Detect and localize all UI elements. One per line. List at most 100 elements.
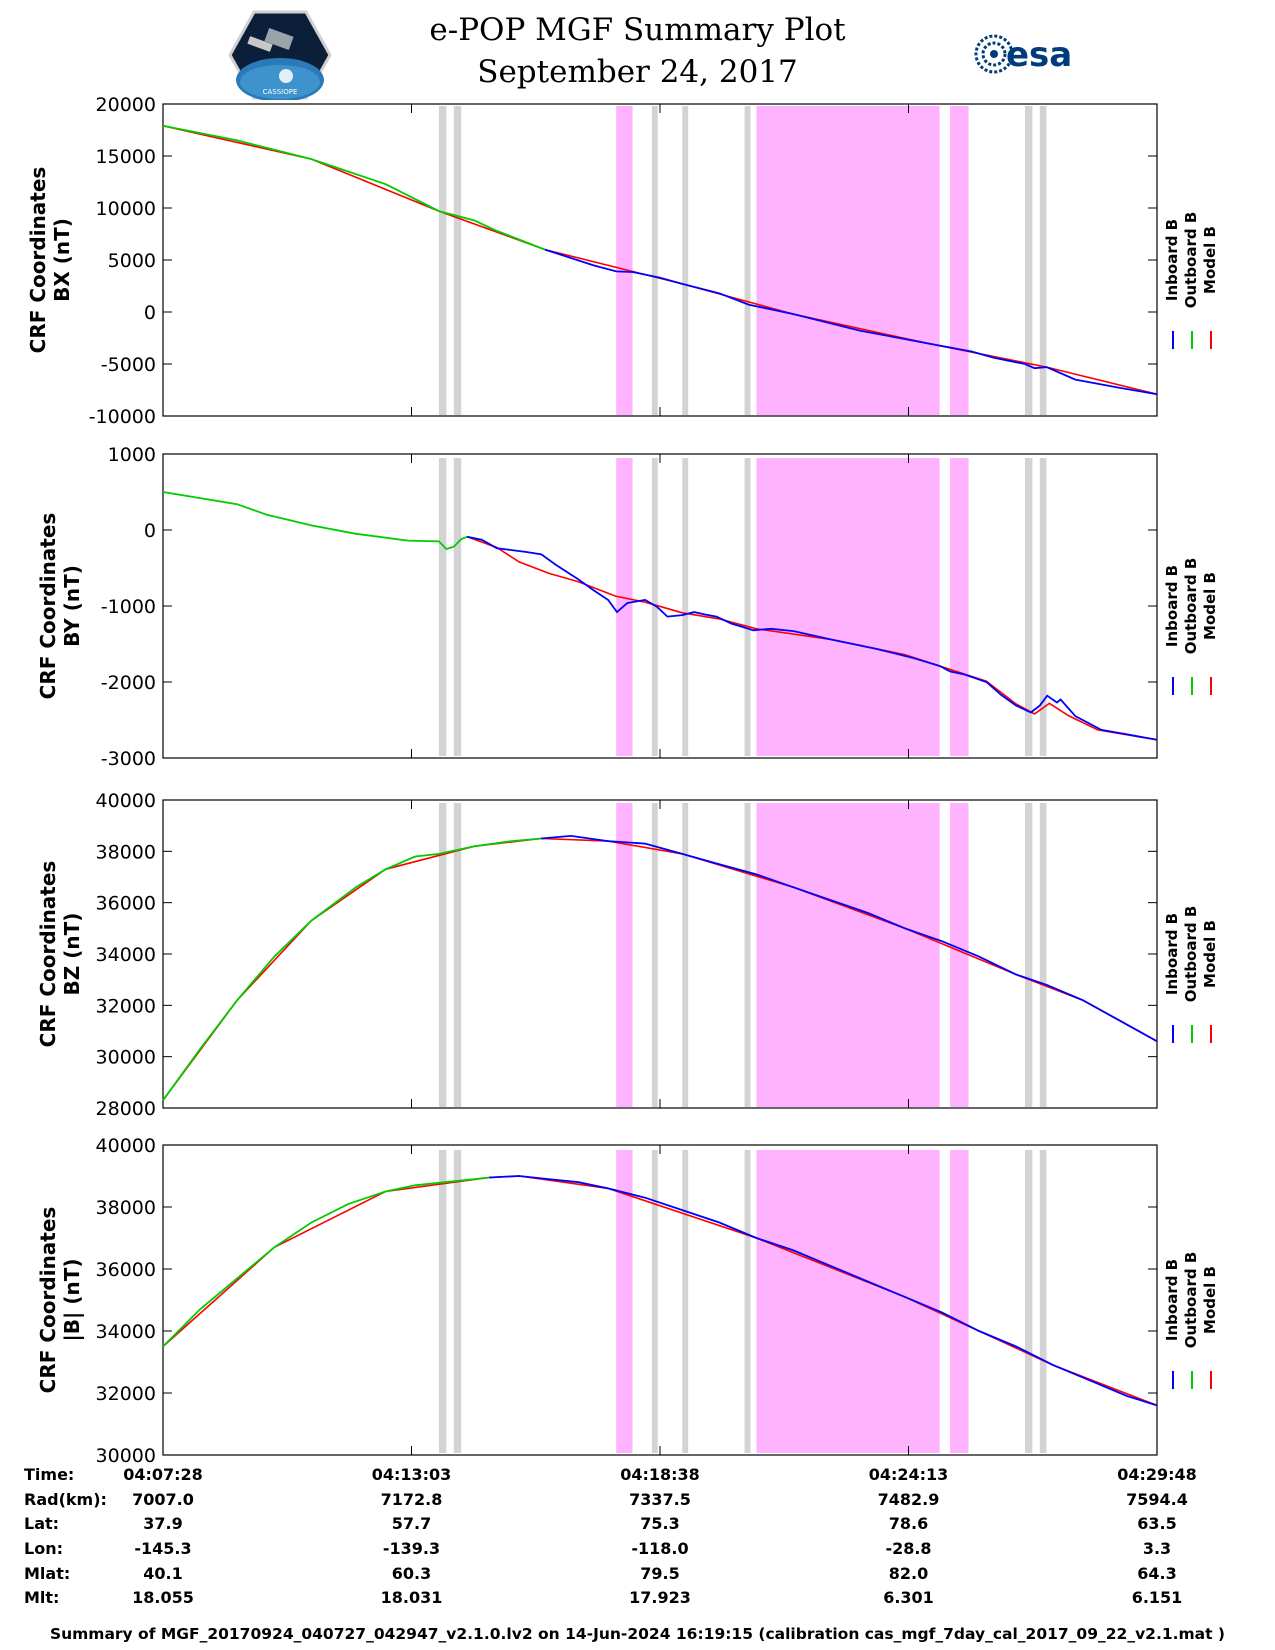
footer-summary: Summary of MGF_20170924_040727_042947_v2…: [49, 1625, 1226, 1643]
axes-frame: [162, 799, 1158, 1109]
stats-row-label: Mlat:: [24, 1564, 71, 1583]
stats-time-value: 04:13:03: [371, 1465, 452, 1484]
stats-rad-value: 7337.5: [629, 1490, 691, 1509]
legend-label: Inboard B: [1163, 219, 1181, 301]
stats-lat-value: 75.3: [640, 1514, 680, 1533]
legend-label: Model B: [1201, 920, 1219, 988]
legend-label: Model B: [1201, 226, 1219, 294]
y-axis-label: BY (nT): [60, 565, 84, 647]
y-tick-label: -3000: [101, 748, 156, 770]
data-gap-band: [1024, 803, 1033, 1107]
y-tick-label: -1000: [101, 596, 156, 618]
data-gap-band: [651, 458, 658, 756]
data-gap-band: [744, 458, 751, 756]
series-model-b: [466, 536, 1158, 741]
stats-mlt-value: 18.031: [380, 1588, 443, 1607]
stats-row-label: Rad(km):: [24, 1490, 107, 1509]
y-tick-label: 20000: [96, 94, 156, 116]
data-gap-band: [453, 1150, 462, 1453]
y-tick-label: 32000: [96, 1383, 156, 1405]
stats-lat-value: 57.7: [391, 1514, 432, 1533]
event-band: [616, 458, 633, 756]
y-axis-label: CRF Coordinates: [36, 1207, 60, 1394]
data-gap-band: [453, 803, 462, 1107]
stats-lat-value: 37.9: [143, 1514, 183, 1533]
data-gap-band: [438, 803, 447, 1107]
event-band: [616, 803, 633, 1107]
data-gap-band: [1024, 106, 1033, 415]
legend-label: Model B: [1201, 1266, 1219, 1334]
y-tick-label: 34000: [96, 944, 156, 966]
series-model-b: [162, 1175, 1158, 1407]
legend-label: Outboard B: [1182, 212, 1200, 309]
panel-by: 1000 0 -1000 -2000 -3000 CRF Coordinates BY (n…: [36, 444, 1219, 770]
data-gap-band: [1039, 803, 1047, 1107]
data-gap-band: [453, 458, 462, 756]
series-outboard-b: [162, 1176, 490, 1348]
stats-lon-value: -118.0: [631, 1539, 689, 1558]
stats-lat-value: 78.6: [888, 1514, 929, 1533]
stats-lon-value: -145.3: [134, 1539, 192, 1558]
stats-mlat-value: 82.0: [888, 1564, 929, 1583]
stats-time-value: 04:07:28: [123, 1465, 203, 1484]
axes-frame: [162, 1144, 1158, 1456]
series-outboard-b: [162, 837, 542, 1101]
y-tick-label: 30000: [96, 1047, 156, 1069]
y-tick-label: 0: [144, 302, 156, 324]
stats-row-label: Lat:: [24, 1514, 60, 1533]
event-band: [756, 106, 940, 415]
axes-frame: [162, 103, 1158, 417]
event-band: [756, 458, 940, 756]
y-tick-label: 28000: [96, 1098, 156, 1120]
stats-mlt-value: 6.301: [883, 1588, 934, 1607]
chart-title: e-POP MGF Summary Plot: [429, 12, 846, 48]
y-tick-label: 38000: [96, 1197, 156, 1219]
data-gap-band: [438, 1150, 447, 1453]
event-band: [950, 458, 969, 756]
panel-bmag: 40000 38000 36000 34000 32000 30000 CRF Coordi…: [36, 1135, 1219, 1467]
panel-bz: 40000 38000 36000 34000 32000 30000 28000 CRF C…: [36, 790, 1219, 1120]
stats-rad-value: 7594.4: [1126, 1490, 1188, 1509]
y-tick-label: 15000: [96, 146, 156, 168]
series-model-b: [162, 125, 1158, 395]
stats-mlat-value: 79.5: [640, 1564, 680, 1583]
y-tick-label: -10000: [89, 406, 156, 428]
data-gap-band: [1024, 458, 1033, 756]
series-inboard-b: [544, 248, 1158, 396]
data-gap-band: [1024, 1150, 1033, 1453]
y-tick-label: 36000: [96, 893, 156, 915]
stats-lat-value: 63.5: [1137, 1514, 1177, 1533]
y-axis-label: CRF Coordinates: [36, 513, 60, 700]
event-band: [616, 1150, 633, 1453]
y-axis-label: BZ (nT): [60, 913, 84, 996]
esa-logo: esa: [974, 34, 1072, 75]
y-tick-label: -2000: [101, 672, 156, 694]
data-gap-band: [438, 106, 447, 415]
legend-label: Outboard B: [1182, 1252, 1200, 1349]
legend-label: Model B: [1201, 572, 1219, 640]
event-band: [950, 106, 969, 415]
series-inboard-b: [489, 1175, 1158, 1407]
event-band: [950, 803, 969, 1107]
data-gap-band: [651, 1150, 658, 1453]
stats-mlt-value: 6.151: [1131, 1588, 1183, 1607]
data-gap-band: [1039, 106, 1047, 415]
legend-label: Inboard B: [1163, 565, 1181, 647]
event-band: [756, 803, 940, 1107]
data-gap-band: [651, 106, 658, 415]
y-tick-label: 30000: [96, 1445, 156, 1467]
y-tick-label: -5000: [101, 354, 156, 376]
y-axis-label: CRF Coordinates: [36, 861, 60, 1048]
stats-rad-value: 7172.8: [380, 1490, 443, 1509]
stats-mlt-value: 17.923: [629, 1588, 691, 1607]
y-axis-label: BX (nT): [50, 218, 74, 302]
esa-logo-text: esa: [1006, 35, 1072, 75]
data-gap-band: [744, 106, 751, 415]
series-model-b: [162, 837, 1158, 1101]
y-axis-label: |B| (nT): [60, 1259, 84, 1342]
y-tick-label: 1000: [108, 444, 156, 466]
y-tick-label: 38000: [96, 841, 156, 863]
data-gap-band: [682, 1150, 689, 1453]
stats-time-value: 04:18:38: [620, 1465, 700, 1484]
